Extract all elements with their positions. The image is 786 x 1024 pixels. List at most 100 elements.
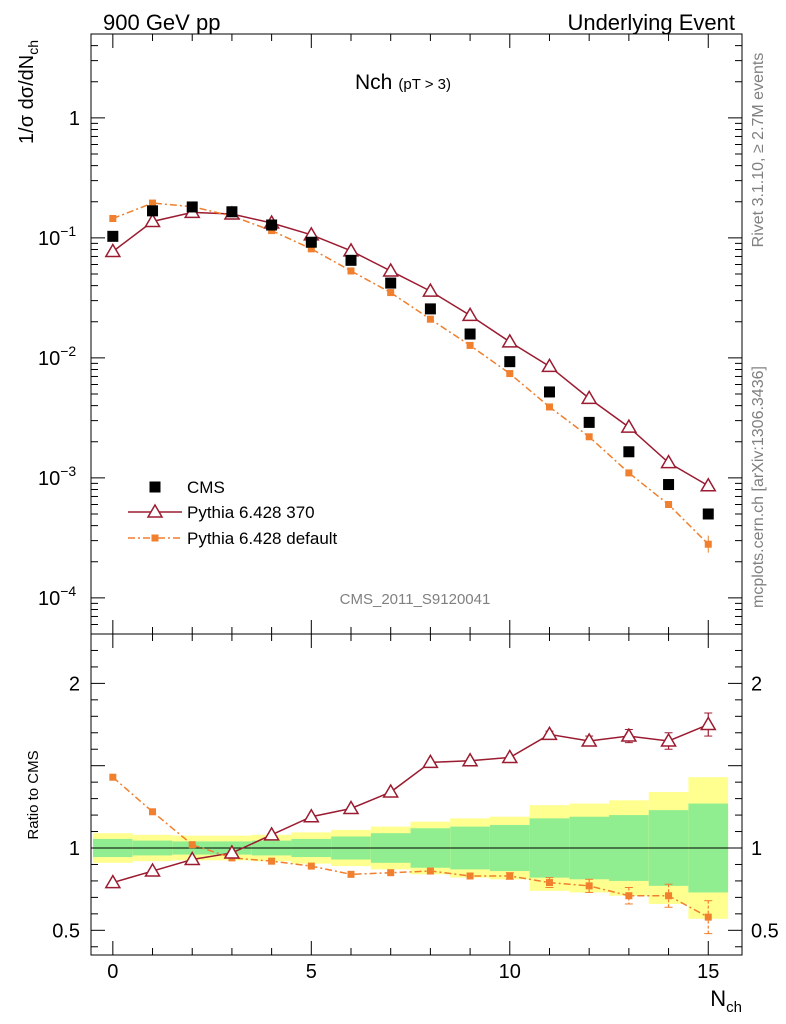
point-pythia-default bbox=[625, 469, 633, 477]
main-y-axis-label: 1/σ dσ/dNch bbox=[16, 40, 41, 144]
header-right: Underlying Event bbox=[567, 10, 735, 35]
ratio-point-pythia-370 bbox=[382, 783, 400, 798]
point-pythia-370 bbox=[422, 282, 439, 297]
x-axis-label: Nch bbox=[710, 986, 742, 1016]
point-pythia-370 bbox=[580, 389, 598, 405]
point-pythia-370 bbox=[144, 212, 161, 228]
ratio-point-pythia-default bbox=[466, 872, 474, 880]
ratio-y-tick-label-right: 2 bbox=[751, 673, 762, 695]
point-pythia-default bbox=[387, 289, 395, 297]
ratio-point-pythia-default bbox=[426, 867, 434, 875]
series-line-pythia-370 bbox=[112, 211, 709, 487]
point-pythia-370 bbox=[660, 454, 677, 469]
ratio-point-pythia-370 bbox=[144, 862, 161, 877]
point-cms bbox=[266, 219, 278, 231]
point-pythia-370 bbox=[342, 242, 360, 257]
point-pythia-370 bbox=[541, 357, 558, 373]
legend-marker-pythia-370 bbox=[146, 503, 164, 518]
ratio-point-pythia-default bbox=[347, 870, 355, 878]
legend-label: Pythia 6.428 default bbox=[187, 529, 338, 548]
point-cms bbox=[226, 206, 238, 218]
ratio-point-pythia-370 bbox=[501, 748, 519, 764]
ratio-y-tick-label: 1 bbox=[69, 838, 80, 860]
ratio-point-pythia-370 bbox=[422, 753, 439, 769]
ratio-point-pythia-370 bbox=[223, 844, 241, 859]
point-cms bbox=[583, 416, 595, 428]
point-cms bbox=[702, 508, 714, 520]
point-pythia-default bbox=[506, 370, 514, 378]
ratio-y-tick-label: 0.5 bbox=[52, 920, 80, 942]
point-pythia-default bbox=[149, 199, 157, 207]
series-line-pythia-default bbox=[112, 202, 709, 545]
ratio-point-pythia-370 bbox=[342, 800, 360, 815]
y-tick-label: 10−1 bbox=[38, 223, 76, 250]
legend: CMS Pythia 6.428 370 Pythia 6.428 default bbox=[128, 478, 338, 548]
ratio-line-pythia-default bbox=[112, 776, 709, 918]
ratio-point-pythia-370 bbox=[104, 874, 122, 889]
y-tick-label: 10−4 bbox=[38, 583, 76, 610]
point-pythia-default bbox=[466, 341, 474, 349]
point-pythia-370 bbox=[699, 477, 717, 492]
point-pythia-default bbox=[347, 267, 355, 275]
ratio-point-pythia-default bbox=[704, 913, 712, 921]
ratio-point-pythia-default bbox=[387, 869, 395, 877]
ratio-line-pythia-370 bbox=[112, 723, 709, 884]
point-cms bbox=[147, 205, 159, 217]
ratio-point-pythia-default bbox=[307, 862, 315, 870]
legend-label: CMS bbox=[187, 478, 225, 497]
point-pythia-default bbox=[585, 433, 593, 441]
ratio-frame bbox=[90, 633, 743, 956]
point-cms bbox=[186, 201, 198, 213]
point-cms bbox=[345, 254, 357, 266]
ratio-y-axis-label: Ratio to CMS bbox=[25, 750, 42, 839]
ratio-point-pythia-default bbox=[109, 773, 117, 781]
ratio-point-pythia-default bbox=[149, 808, 157, 816]
chart-title: Nch (pT > 3) bbox=[355, 71, 451, 94]
ratio-y-tick-label-right: 0.5 bbox=[751, 920, 779, 942]
point-pythia-370 bbox=[461, 306, 479, 322]
header-left: 900 GeV pp bbox=[103, 10, 220, 35]
point-pythia-370 bbox=[104, 243, 122, 258]
point-cms bbox=[663, 479, 675, 491]
point-pythia-default bbox=[426, 315, 434, 323]
legend-label: Pythia 6.428 370 bbox=[187, 503, 315, 522]
y-tick-label: 10−3 bbox=[38, 463, 76, 490]
rivet-label: Rivet 3.1.10, ≥ 2.7M events bbox=[750, 53, 767, 248]
x-tick-label: 5 bbox=[306, 961, 317, 983]
ratio-point-pythia-default bbox=[268, 857, 276, 865]
ratio-point-pythia-370 bbox=[263, 826, 280, 841]
legend-marker-cms bbox=[149, 481, 161, 493]
ratio-point-pythia-default bbox=[545, 879, 553, 887]
point-pythia-default bbox=[307, 245, 315, 253]
ratio-y-tick-label-right: 1 bbox=[751, 838, 762, 860]
x-tick-label: 10 bbox=[499, 961, 521, 983]
x-tick-label: 0 bbox=[107, 961, 118, 983]
point-cms bbox=[385, 277, 397, 289]
ratio-point-pythia-default bbox=[665, 892, 673, 900]
point-pythia-370 bbox=[501, 333, 519, 348]
ratio-point-pythia-370 bbox=[580, 732, 598, 747]
ratio-series bbox=[104, 712, 717, 935]
mcplots-label: mcplots.cern.ch [arXiv:1306.3436] bbox=[750, 366, 767, 608]
point-pythia-370 bbox=[382, 262, 400, 277]
ratio-axes: 0 5 10 15 0.5 0.5 1 1 2 2 bbox=[52, 633, 779, 983]
point-cms bbox=[543, 386, 555, 398]
ratio-point-pythia-370 bbox=[620, 727, 638, 742]
ratio-point-pythia-370 bbox=[303, 808, 320, 823]
point-cms bbox=[504, 356, 516, 368]
ratio-point-pythia-default bbox=[506, 872, 514, 880]
ratio-point-pythia-370 bbox=[541, 725, 558, 741]
point-cms bbox=[424, 303, 436, 315]
x-tick-label: 15 bbox=[697, 961, 719, 983]
ratio-point-pythia-default bbox=[625, 892, 633, 900]
y-tick-label: 10−2 bbox=[38, 343, 76, 370]
main-series bbox=[104, 199, 717, 553]
point-pythia-default bbox=[665, 500, 673, 508]
ratio-point-pythia-370 bbox=[461, 752, 479, 767]
point-cms bbox=[305, 236, 317, 248]
ratio-point-pythia-default bbox=[188, 841, 196, 849]
ratio-y-tick-label: 2 bbox=[69, 673, 80, 695]
ratio-point-pythia-370 bbox=[699, 716, 717, 731]
point-pythia-default bbox=[545, 403, 553, 411]
